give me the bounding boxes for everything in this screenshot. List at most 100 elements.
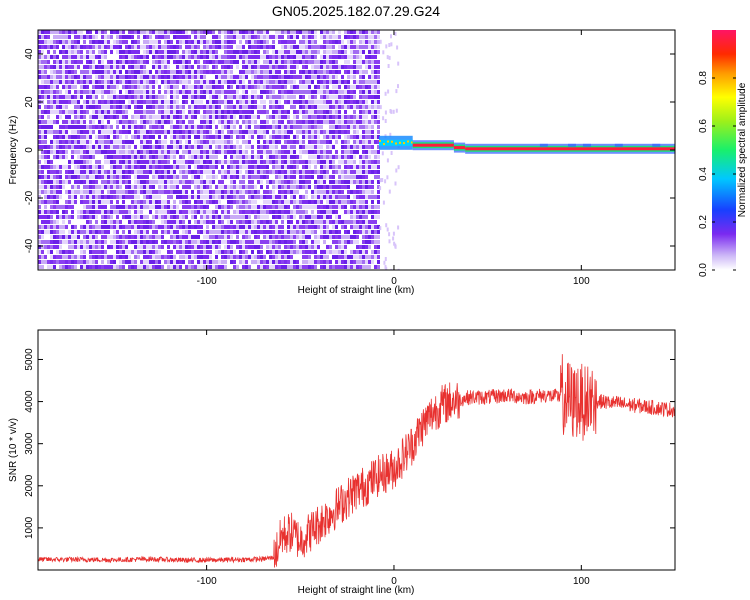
noise-cell (341, 150, 344, 154)
noise-cell (290, 170, 293, 174)
noise-cell (356, 120, 359, 124)
noise-cell (95, 150, 98, 154)
noise-cell (323, 120, 326, 124)
noise-cell (92, 260, 95, 264)
noise-cell (44, 140, 47, 144)
noise-cell (296, 55, 299, 59)
noise-cell (224, 145, 227, 149)
noise-cell (344, 85, 347, 89)
noise-cell (191, 190, 194, 194)
noise-cell (272, 200, 275, 204)
noise-cell (239, 110, 242, 114)
noise-cell (332, 190, 335, 194)
noise-cell (377, 145, 380, 149)
noise-cell (245, 230, 248, 234)
noise-cell (353, 45, 356, 49)
noise-cell (290, 100, 293, 104)
noise-cell (269, 60, 272, 64)
noise-cell (356, 85, 359, 89)
noise-cell (140, 75, 143, 79)
noise-cell (314, 185, 317, 189)
noise-cell (50, 120, 53, 124)
noise-cell (206, 145, 209, 149)
noise-cell (197, 35, 200, 39)
noise-cell (176, 130, 179, 134)
noise-cell (188, 60, 191, 64)
noise-cell (242, 55, 245, 59)
noise-cell (68, 180, 71, 184)
noise-cell (275, 125, 278, 129)
noise-cell (326, 185, 329, 189)
noise-cell (218, 205, 221, 209)
noise-cell (128, 250, 131, 254)
noise-cell (302, 180, 305, 184)
noise-cell (71, 160, 74, 164)
noise-cell (167, 205, 170, 209)
noise-cell (266, 155, 269, 159)
noise-cell (62, 150, 65, 154)
noise-cell (305, 215, 308, 219)
noise-cell (397, 225, 400, 230)
noise-cell (242, 180, 245, 184)
noise-cell (191, 100, 194, 104)
noise-cell (38, 90, 41, 94)
noise-cell (242, 260, 245, 264)
noise-cell (308, 145, 311, 149)
noise-cell (293, 100, 296, 104)
noise-cell (365, 245, 368, 249)
noise-cell (206, 260, 209, 264)
noise-cell (311, 230, 314, 234)
noise-cell (152, 230, 155, 234)
noise-cell (98, 65, 101, 69)
noise-cell (299, 160, 302, 164)
noise-cell (116, 265, 119, 269)
noise-cell (104, 175, 107, 179)
noise-cell (152, 235, 155, 239)
noise-cell (314, 260, 317, 264)
noise-cell (242, 195, 245, 199)
noise-cell (281, 190, 284, 194)
noise-cell (110, 110, 113, 114)
noise-cell (53, 235, 56, 239)
noise-cell (83, 145, 86, 149)
noise-cell (362, 40, 365, 44)
noise-cell (110, 45, 113, 49)
noise-cell (98, 85, 101, 89)
noise-cell (131, 200, 134, 204)
noise-cell (317, 140, 320, 144)
noise-cell (104, 110, 107, 114)
noise-cell (218, 35, 221, 39)
noise-cell (71, 215, 74, 219)
noise-cell (260, 225, 263, 229)
noise-cell (359, 170, 362, 174)
noise-cell (266, 130, 269, 134)
noise-cell (260, 240, 263, 244)
noise-cell (293, 215, 296, 219)
noise-cell (275, 230, 278, 234)
noise-cell (308, 215, 311, 219)
noise-cell (167, 50, 170, 54)
noise-cell (332, 115, 335, 119)
noise-cell (275, 155, 278, 159)
noise-cell (128, 80, 131, 84)
noise-cell (83, 85, 86, 89)
noise-cell (362, 35, 365, 39)
noise-cell (311, 190, 314, 194)
noise-cell (176, 220, 179, 224)
noise-cell (92, 115, 95, 119)
noise-cell (272, 235, 275, 239)
noise-cell (257, 265, 260, 269)
noise-cell (110, 30, 113, 34)
noise-cell (38, 210, 41, 214)
noise-cell (209, 80, 212, 84)
noise-cell (113, 65, 116, 69)
noise-cell (164, 240, 167, 244)
noise-cell (107, 160, 110, 164)
noise-cell (320, 95, 323, 99)
noise-cell (149, 105, 152, 109)
noise-cell (83, 255, 86, 259)
noise-cell (388, 232, 391, 237)
noise-cell (329, 195, 332, 199)
noise-cell (197, 265, 200, 269)
noise-cell (167, 30, 170, 34)
